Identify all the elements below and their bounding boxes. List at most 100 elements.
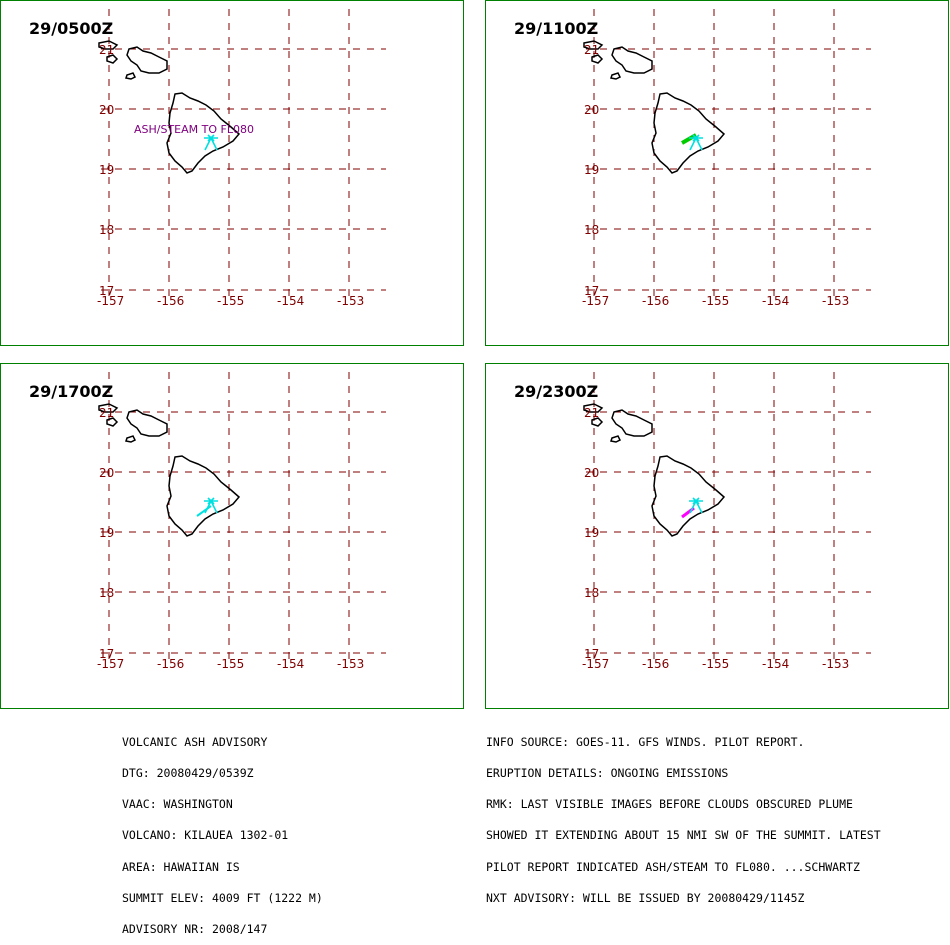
longitude-label: -155 [217, 657, 244, 671]
advisory-line: INFO SOURCE: GOES-11. GFS WINDS. PILOT R… [486, 734, 805, 749]
island-outline [651, 455, 726, 537]
island-outline [106, 54, 119, 64]
longitude-label: -157 [582, 294, 609, 308]
kilauea-symbol [689, 497, 703, 514]
panel-time-label: 29/2300Z [514, 382, 599, 401]
advisory-line: NXT ADVISORY: WILL BE ISSUED BY 20080429… [486, 890, 805, 905]
island-outline [591, 417, 604, 427]
island-outline [98, 40, 119, 50]
longitude-label: -157 [97, 294, 124, 308]
latitude-label: 20 [584, 466, 599, 480]
panel-time-label: 29/1100Z [514, 19, 599, 38]
hawaii-coastline [98, 403, 241, 537]
island-outline [591, 54, 604, 64]
plume-annotation: ASH/STEAM TO FL080 [134, 123, 254, 136]
island-outline [166, 455, 241, 537]
hawaii-coastline [583, 40, 726, 174]
longitude-label: -155 [217, 294, 244, 308]
hawaii-coastline [98, 40, 241, 174]
panel-time-label: 29/1700Z [29, 382, 114, 401]
lat-lon-grid [586, 372, 871, 661]
longitude-label: -156 [157, 294, 184, 308]
map-canvas: 21 20 19 18 17-157 -156 -155 -154 -153 [97, 372, 386, 671]
panel-time-label: 29/0500Z [29, 19, 114, 38]
volcano-marker [204, 497, 218, 514]
latitude-label: 21 [99, 43, 114, 57]
longitude-label: -157 [582, 657, 609, 671]
grid-labels: 21 20 19 18 17-157 -156 -155 -154 -153 [97, 43, 364, 308]
longitude-label: -153 [822, 294, 849, 308]
volcano-marker [689, 497, 703, 514]
advisory-line: VOLCANO: KILAUEA 1302-01 [122, 828, 289, 843]
advisory-line: SUMMIT ELEV: 4009 FT (1222 M) [122, 890, 323, 905]
island-outline [126, 409, 168, 437]
volcano-marker [204, 134, 218, 151]
island-outline [611, 409, 653, 437]
advisory-line: DTG: 20080429/0539Z [122, 766, 254, 781]
latitude-label: 18 [99, 586, 114, 600]
ash-plume-cyan [196, 505, 212, 517]
island-outline [98, 403, 119, 413]
island-outline [611, 46, 653, 74]
latitude-label: 17 [99, 647, 114, 661]
lat-lon-grid [586, 9, 871, 298]
longitude-label: -153 [822, 657, 849, 671]
island-outline [610, 72, 622, 80]
longitude-label: -155 [702, 294, 729, 308]
advisory-right-text: INFO SOURCE: GOES-11. GFS WINDS. PILOT R… [486, 716, 881, 914]
map-canvas: 21 20 19 18 17-157 -156 -155 -154 -153 [582, 9, 871, 308]
longitude-label: -157 [97, 657, 124, 671]
latitude-label: 17 [99, 284, 114, 298]
advisory-line: ADVISORY NR: 2008/147 [122, 922, 268, 937]
island-outline [125, 435, 137, 443]
forecast-panel-2300z: 21 20 19 18 17 -157 -156 -155 -154 -153 29/2300Z [485, 363, 949, 709]
latitude-label: 19 [584, 526, 599, 540]
longitude-label: -156 [157, 657, 184, 671]
grid-labels: 21 20 19 18 17-157 -156 -155 -154 -153 [582, 43, 849, 308]
latitude-label: 21 [99, 406, 114, 420]
map-canvas: 21 20 19 18 17-157 -156 -155 -154 -153 ASH/STEAM… [97, 9, 386, 308]
island-outline [125, 72, 137, 80]
grid-labels: 21 20 19 18 17-157 -156 -155 -154 -153 [97, 406, 364, 671]
kilauea-symbol [689, 134, 703, 151]
longitude-label: -155 [702, 657, 729, 671]
advisory-line: SHOWED IT EXTENDING ABOUT 15 NMI SW OF T… [486, 828, 881, 843]
latitude-label: 18 [584, 223, 599, 237]
latitude-label: 17 [584, 647, 599, 661]
longitude-label: -156 [642, 657, 669, 671]
kilauea-symbol [204, 497, 218, 514]
forecast-panel-0500z: 21 20 19 18 17 -157 -156 -155 -154 -153 ASH/STEAM… [0, 0, 464, 346]
latitude-label: 19 [584, 163, 599, 177]
grid-labels: 21 20 19 18 17-157 -156 -155 -154 -153 [582, 406, 849, 671]
island-outline [583, 40, 604, 50]
advisory-line: RMK: LAST VISIBLE IMAGES BEFORE CLOUDS O… [486, 797, 853, 812]
lat-lon-grid [101, 9, 386, 298]
longitude-label: -154 [277, 294, 304, 308]
forecast-panel-1100z: 21 20 19 18 17 -157 -156 -155 -154 -153 29/1100Z [485, 0, 949, 346]
longitude-label: -153 [337, 657, 364, 671]
latitude-label: 18 [99, 223, 114, 237]
longitude-label: -154 [762, 294, 789, 308]
volcano-marker [689, 134, 703, 151]
longitude-label: -154 [277, 657, 304, 671]
island-outline [166, 92, 241, 174]
advisory-left-text: VOLCANIC ASH ADVISORY DTG: 20080429/0539… [122, 716, 323, 945]
longitude-label: -153 [337, 294, 364, 308]
hawaii-coastline [583, 403, 726, 537]
map-canvas: 21 20 19 18 17-157 -156 -155 -154 -153 [582, 372, 871, 671]
advisory-line: VAAC: WASHINGTON [122, 797, 233, 812]
forecast-panel-1700z: 21 20 19 18 17 -157 -156 -155 -154 -153 29/1700Z [0, 363, 464, 709]
latitude-label: 21 [584, 43, 599, 57]
latitude-label: 19 [99, 163, 114, 177]
latitude-label: 20 [99, 466, 114, 480]
latitude-label: 19 [99, 526, 114, 540]
latitude-label: 17 [584, 284, 599, 298]
kilauea-symbol [204, 134, 218, 151]
longitude-label: -154 [762, 657, 789, 671]
longitude-label: -156 [642, 294, 669, 308]
island-outline [583, 403, 604, 413]
advisory-line: VOLCANIC ASH ADVISORY [122, 734, 268, 749]
latitude-label: 20 [99, 103, 114, 117]
latitude-label: 21 [584, 406, 599, 420]
island-outline [126, 46, 168, 74]
